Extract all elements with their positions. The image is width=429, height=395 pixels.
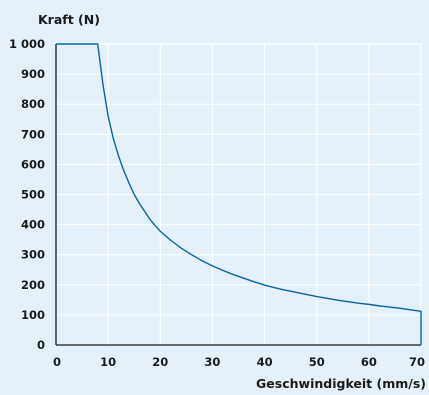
grid	[56, 43, 422, 345]
y-tick-label: 400	[21, 218, 45, 232]
tick-labels: 0 100 200 300 400 500 600 700 800 900 1 000 0 10 20 30…	[9, 37, 425, 369]
series-layer	[56, 43, 422, 345]
x-tick-label: 60	[361, 355, 377, 369]
x-tick-label: 10	[100, 355, 116, 369]
y-tick-label: 200	[21, 278, 45, 292]
y-tick-label: 100	[21, 308, 45, 322]
y-tick-label: 500	[21, 188, 45, 202]
y-tick-label: 1 000	[9, 37, 45, 51]
x-tick-label: 20	[152, 355, 168, 369]
y-tick-label: 700	[21, 127, 45, 141]
x-tick-label: 70	[409, 355, 425, 369]
y-tick-label: 900	[21, 67, 45, 81]
y-tick-label: 300	[21, 248, 45, 262]
y-tick-label: 600	[21, 157, 45, 171]
x-tick-label: 40	[257, 355, 273, 369]
y-axis-title: Kraft (N)	[38, 12, 100, 27]
x-tick-label: 50	[309, 355, 325, 369]
series-line-0	[56, 43, 422, 345]
axes	[55, 44, 421, 346]
x-tick-label: 30	[204, 355, 220, 369]
x-axis-title: Geschwindigkeit (mm/s)	[256, 376, 426, 391]
x-tick-label: 0	[53, 355, 61, 369]
y-tick-label: 0	[37, 338, 45, 352]
y-tick-label: 800	[21, 97, 45, 111]
